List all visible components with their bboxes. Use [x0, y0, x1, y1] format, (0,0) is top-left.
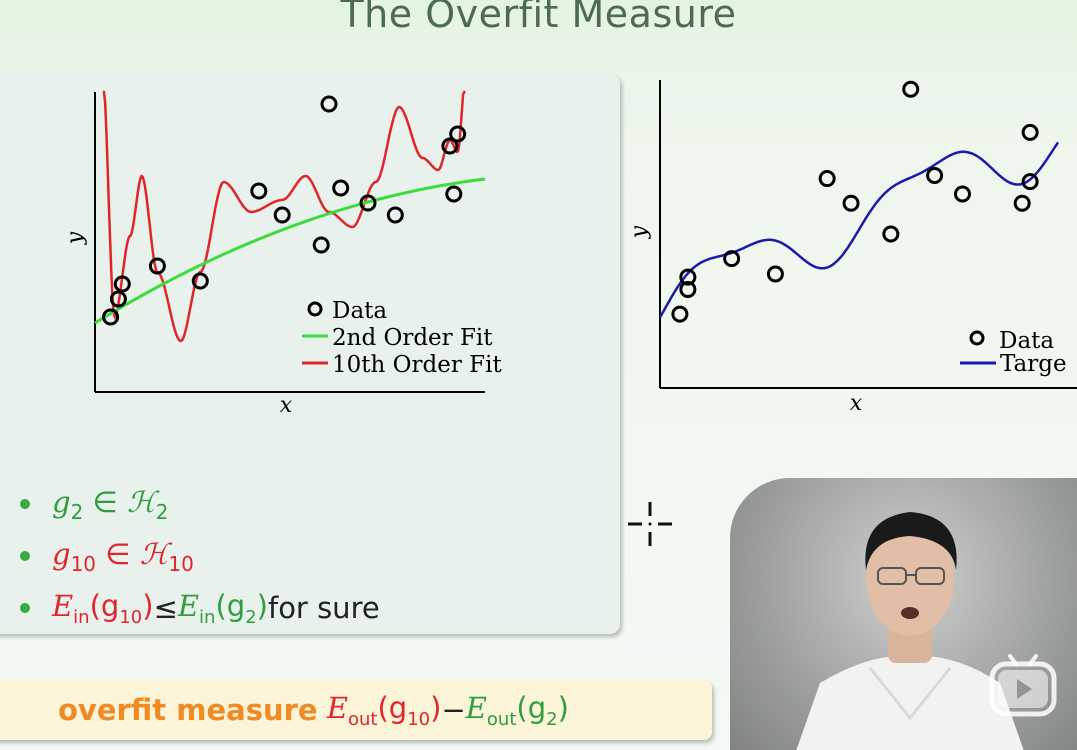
bullet-dot [20, 603, 30, 613]
arg-close: ) [142, 588, 154, 623]
bullet-dot [20, 551, 30, 561]
right-legend-data-marker [969, 330, 985, 346]
arg-subscript: 10 [407, 708, 431, 730]
left-data-point [102, 308, 120, 326]
left-points [102, 95, 467, 326]
left-2nd-order-curve [94, 177, 486, 325]
right-data-point [953, 185, 971, 203]
left-data-point [320, 95, 338, 113]
minus-symbol: − [441, 693, 466, 727]
arg-open: (g [377, 690, 408, 725]
right-data-point [902, 80, 920, 98]
right-data-point [679, 280, 697, 298]
e-symbol: E [465, 690, 487, 725]
bullet-list: g2 ∈ ℋ2 g10 ∈ ℋ10 Ein(g10) ≤ Ein(g2) for… [14, 478, 380, 634]
right-data-point [1013, 194, 1031, 212]
arg-open: (g [215, 588, 246, 623]
bullet-g2: g2 ∈ ℋ2 [14, 478, 380, 530]
right-data-point [1021, 123, 1039, 141]
overfit-measure-label: overfit measure [58, 693, 318, 727]
left-data-point [332, 179, 350, 197]
right-chart: x y Data Targe [628, 80, 1077, 416]
g-subscript: 2 [70, 499, 84, 524]
arg-subscript: 2 [245, 606, 257, 628]
left-legend-data-marker [307, 301, 323, 317]
left-data-point [441, 137, 459, 155]
left-data-point [449, 125, 467, 143]
left-data-point [250, 182, 268, 200]
e-subscript: out [347, 708, 378, 730]
left-panel [0, 74, 620, 634]
bullet-ein-comparison: Ein(g10) ≤ Ein(g2) for sure [14, 582, 380, 634]
left-legend-10th-label: 10th Order Fit [332, 352, 502, 378]
hypothesis-subscript: 2 [155, 499, 169, 524]
bilibili-play-icon[interactable] [988, 650, 1058, 720]
e-symbol: E [326, 690, 348, 725]
bullet-g10: g10 ∈ ℋ10 [14, 530, 380, 582]
arg-open: (g [516, 690, 547, 725]
bullet-dot [20, 499, 30, 509]
left-data-point [113, 275, 131, 293]
arg-close: ) [256, 588, 268, 623]
overfit-measure-box: overfit measure Eout(g10) − Eout(g2) [0, 680, 712, 740]
left-legend-data-label: Data [332, 298, 387, 324]
left-curves [94, 90, 486, 343]
right-y-axis-label: y [628, 225, 652, 239]
g-symbol: g [52, 536, 71, 571]
left-y-axis-label: y [63, 231, 88, 245]
right-data-point [818, 170, 836, 188]
crosshair-icon [628, 502, 672, 546]
hypothesis-set-symbol: ℋ [139, 536, 169, 571]
right-data-point [766, 265, 784, 283]
leq-symbol: ≤ [153, 591, 178, 625]
e-subscript: in [199, 606, 216, 628]
arg-open: (g [89, 588, 120, 623]
arg-close: ) [557, 690, 569, 725]
right-x-axis-label: x [850, 391, 863, 416]
left-data-point [191, 272, 209, 290]
e-symbol: E [177, 588, 200, 623]
arg-close: ) [430, 690, 442, 725]
g-subscript: 10 [70, 551, 97, 576]
right-target-curve [658, 141, 1060, 319]
right-data-point [671, 305, 689, 323]
e-subscript: in [73, 606, 90, 628]
e-symbol: E [52, 588, 74, 623]
in-symbol: ∈ [83, 484, 128, 519]
right-legend-target-label: Targe [1000, 351, 1067, 377]
e-subscript: out [486, 708, 517, 730]
left-data-point [148, 257, 166, 275]
left-data-point [359, 194, 377, 212]
for-sure-text: for sure [267, 591, 380, 625]
left-chart: x y Data 2nd Order Fit 10th Order Fit [63, 90, 502, 416]
right-data-point [926, 166, 944, 184]
left-legend-2nd-label: 2nd Order Fit [332, 325, 493, 351]
slide-title: The Overfit Measure [340, 0, 737, 36]
g-symbol: g [52, 484, 71, 519]
hypothesis-subscript: 10 [168, 551, 194, 576]
left-data-point [312, 236, 330, 254]
right-data-point [1021, 173, 1039, 191]
arg-subscript: 2 [546, 708, 558, 730]
left-data-point [273, 206, 291, 224]
in-symbol: ∈ [96, 536, 140, 571]
right-points [671, 80, 1039, 323]
presenter-video [730, 478, 1077, 750]
left-data-point [445, 185, 463, 203]
left-10th-order-curve [102, 90, 466, 343]
hypothesis-set-symbol: ℋ [127, 484, 156, 519]
right-data-point [882, 225, 900, 243]
left-data-point [109, 290, 127, 308]
right-data-point [842, 194, 860, 212]
arg-subscript: 10 [119, 606, 143, 628]
right-curves [658, 141, 1060, 319]
right-data-point [723, 250, 741, 268]
right-legend-data-label: Data [999, 328, 1054, 354]
right-data-point [679, 268, 697, 286]
left-data-point [386, 206, 404, 224]
left-x-axis-label: x [280, 393, 293, 416]
presenter-image [796, 512, 1024, 750]
